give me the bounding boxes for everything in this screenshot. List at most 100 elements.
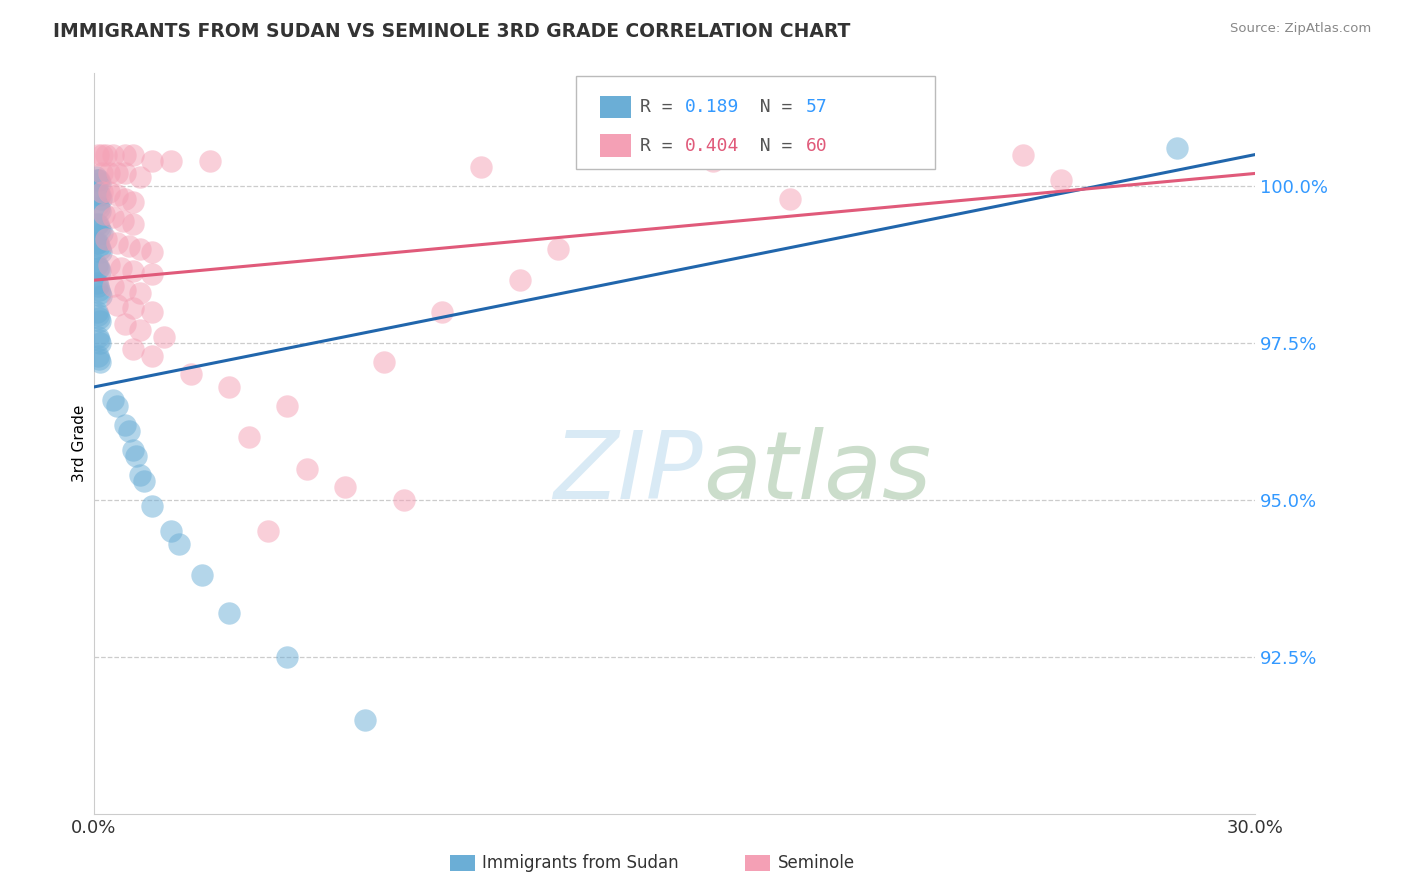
Point bbox=[432, 304, 454, 318]
Point bbox=[90, 244, 112, 259]
Point bbox=[1166, 141, 1188, 155]
Y-axis label: 3rd Grade: 3rd Grade bbox=[72, 405, 87, 483]
Point bbox=[87, 310, 110, 325]
Point bbox=[90, 226, 112, 240]
Point bbox=[105, 166, 128, 180]
Point bbox=[373, 355, 395, 369]
Point bbox=[89, 285, 111, 300]
Point bbox=[276, 399, 298, 413]
Text: R =: R = bbox=[640, 136, 683, 154]
Point bbox=[89, 242, 111, 256]
Point bbox=[86, 235, 108, 250]
Point bbox=[191, 568, 214, 582]
Point bbox=[93, 207, 115, 221]
Point bbox=[89, 314, 111, 328]
Point bbox=[141, 244, 163, 259]
Point bbox=[121, 147, 143, 161]
Point bbox=[90, 147, 112, 161]
Point bbox=[105, 235, 128, 250]
Point bbox=[114, 283, 136, 297]
Text: atlas: atlas bbox=[703, 427, 931, 518]
Point bbox=[702, 153, 724, 168]
Text: R =: R = bbox=[640, 98, 683, 116]
Point bbox=[114, 317, 136, 331]
Text: Seminole: Seminole bbox=[778, 855, 855, 872]
Text: 57: 57 bbox=[806, 98, 827, 116]
Point bbox=[87, 238, 110, 252]
Text: N =: N = bbox=[738, 98, 803, 116]
Point bbox=[129, 242, 152, 256]
Point bbox=[103, 147, 125, 161]
Point bbox=[89, 188, 111, 202]
Point bbox=[89, 355, 111, 369]
Point bbox=[125, 449, 148, 463]
Point bbox=[218, 380, 240, 394]
Point bbox=[129, 285, 152, 300]
Point bbox=[87, 330, 110, 344]
Point bbox=[87, 279, 110, 293]
Point bbox=[118, 238, 141, 252]
Point bbox=[87, 235, 110, 250]
Point bbox=[134, 474, 156, 488]
Point bbox=[547, 242, 569, 256]
Point bbox=[87, 283, 110, 297]
Point bbox=[94, 232, 117, 246]
Point bbox=[180, 368, 202, 382]
Point bbox=[89, 264, 111, 278]
Point bbox=[114, 147, 136, 161]
Point bbox=[111, 213, 134, 227]
Point bbox=[141, 267, 163, 281]
Point bbox=[98, 166, 121, 180]
Point bbox=[86, 217, 108, 231]
Point bbox=[110, 260, 132, 275]
Point bbox=[129, 323, 152, 337]
Point bbox=[121, 343, 143, 357]
Point bbox=[87, 351, 110, 366]
Point bbox=[103, 392, 125, 407]
Text: N =: N = bbox=[738, 136, 803, 154]
Point bbox=[129, 169, 152, 184]
Point bbox=[167, 537, 190, 551]
Point bbox=[141, 304, 163, 318]
Point bbox=[86, 304, 108, 318]
Point bbox=[141, 500, 163, 514]
Point bbox=[89, 223, 111, 237]
Point bbox=[121, 217, 143, 231]
Point bbox=[90, 192, 112, 206]
Point bbox=[87, 219, 110, 234]
Text: Immigrants from Sudan: Immigrants from Sudan bbox=[482, 855, 679, 872]
Point bbox=[118, 424, 141, 438]
Point bbox=[238, 430, 260, 444]
Point bbox=[114, 192, 136, 206]
Point bbox=[98, 186, 121, 200]
Point bbox=[86, 277, 108, 291]
Point bbox=[114, 166, 136, 180]
Point bbox=[87, 188, 110, 202]
Point bbox=[87, 172, 110, 186]
Point bbox=[86, 258, 108, 272]
Point bbox=[276, 650, 298, 665]
Point bbox=[105, 298, 128, 312]
Point bbox=[90, 166, 112, 180]
Point bbox=[160, 524, 183, 539]
Point bbox=[198, 153, 221, 168]
Point bbox=[90, 289, 112, 303]
Point bbox=[87, 260, 110, 275]
Point bbox=[87, 198, 110, 212]
Point bbox=[87, 201, 110, 215]
Legend:  bbox=[1237, 80, 1249, 91]
Point bbox=[121, 442, 143, 457]
Point bbox=[103, 279, 125, 293]
Point bbox=[87, 308, 110, 322]
Point bbox=[87, 333, 110, 347]
Point bbox=[121, 194, 143, 209]
Point bbox=[89, 336, 111, 351]
Point bbox=[779, 192, 801, 206]
Point bbox=[1050, 172, 1073, 186]
Point bbox=[89, 204, 111, 219]
Point bbox=[114, 417, 136, 432]
Point bbox=[624, 147, 647, 161]
Point bbox=[84, 169, 107, 184]
Point bbox=[335, 480, 357, 494]
Point bbox=[218, 606, 240, 620]
